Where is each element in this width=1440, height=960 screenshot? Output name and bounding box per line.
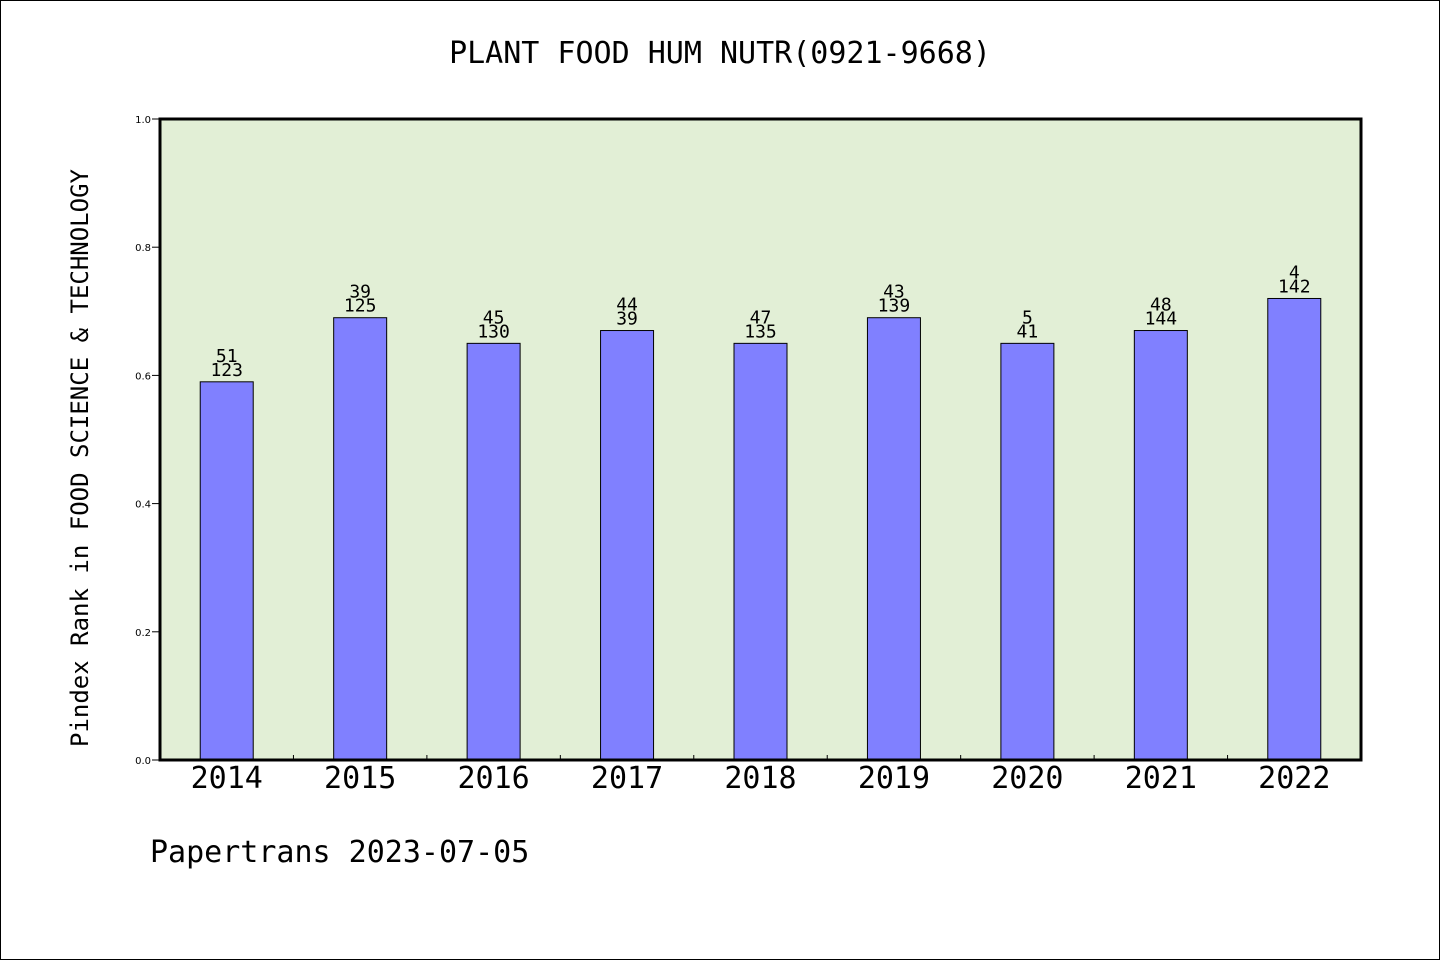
bar-label-top: 48 bbox=[1150, 295, 1172, 316]
x-tick-label: 2016 bbox=[457, 761, 529, 796]
y-tick-label: 0.6 bbox=[135, 371, 151, 382]
x-tick-label: 2017 bbox=[591, 761, 663, 796]
bar-label-top: 51 bbox=[216, 346, 238, 367]
bar-label-top: 44 bbox=[616, 295, 638, 316]
bar-label-bottom: 135 bbox=[744, 321, 777, 342]
bar-label-bottom: 39 bbox=[616, 309, 638, 330]
bar bbox=[333, 317, 388, 761]
x-tick-label: 2014 bbox=[191, 761, 263, 796]
y-tick-label: 1.0 bbox=[135, 115, 151, 126]
bar-label-top: 47 bbox=[750, 307, 772, 328]
bar-label-bottom: 139 bbox=[878, 296, 911, 317]
bar bbox=[466, 342, 521, 761]
bar-label-bottom: 125 bbox=[344, 296, 377, 317]
x-tick-label: 2015 bbox=[324, 761, 396, 796]
x-tick-label: 2022 bbox=[1258, 761, 1330, 796]
bar bbox=[1000, 342, 1055, 761]
bar bbox=[866, 317, 921, 761]
y-tick-label: 0.4 bbox=[135, 500, 151, 511]
y-tick-label: 0.2 bbox=[135, 628, 151, 639]
x-tick-label: 2018 bbox=[724, 761, 796, 796]
bar-label-bottom: 123 bbox=[210, 360, 243, 381]
bar-label-bottom: 144 bbox=[1145, 309, 1178, 330]
bar-label-bottom: 41 bbox=[1017, 321, 1039, 342]
bar-label-bottom: 130 bbox=[477, 321, 510, 342]
chart-title: PLANT FOOD HUM NUTR(0921-9668) bbox=[449, 36, 991, 71]
x-tick-label: 2020 bbox=[991, 761, 1063, 796]
bar bbox=[199, 381, 254, 761]
bar-label-top: 5 bbox=[1022, 307, 1033, 328]
bar-label-top: 43 bbox=[883, 282, 905, 303]
bar-label-top: 45 bbox=[483, 307, 505, 328]
footer-credit: Papertrans 2023-07-05 bbox=[150, 835, 530, 870]
bar-label-bottom: 142 bbox=[1278, 276, 1311, 297]
plot-border bbox=[158, 117, 1363, 762]
x-tick-label: 2021 bbox=[1125, 761, 1197, 796]
bar-label-top: 4 bbox=[1289, 262, 1300, 283]
bar-label-top: 39 bbox=[349, 282, 371, 303]
bar bbox=[1133, 330, 1188, 761]
x-tick-label: 2019 bbox=[858, 761, 930, 796]
bar bbox=[600, 330, 655, 761]
y-tick-label: 0.8 bbox=[135, 243, 151, 254]
bar bbox=[1267, 297, 1322, 761]
y-tick-label: 0.0 bbox=[135, 756, 151, 767]
bar bbox=[733, 342, 788, 761]
